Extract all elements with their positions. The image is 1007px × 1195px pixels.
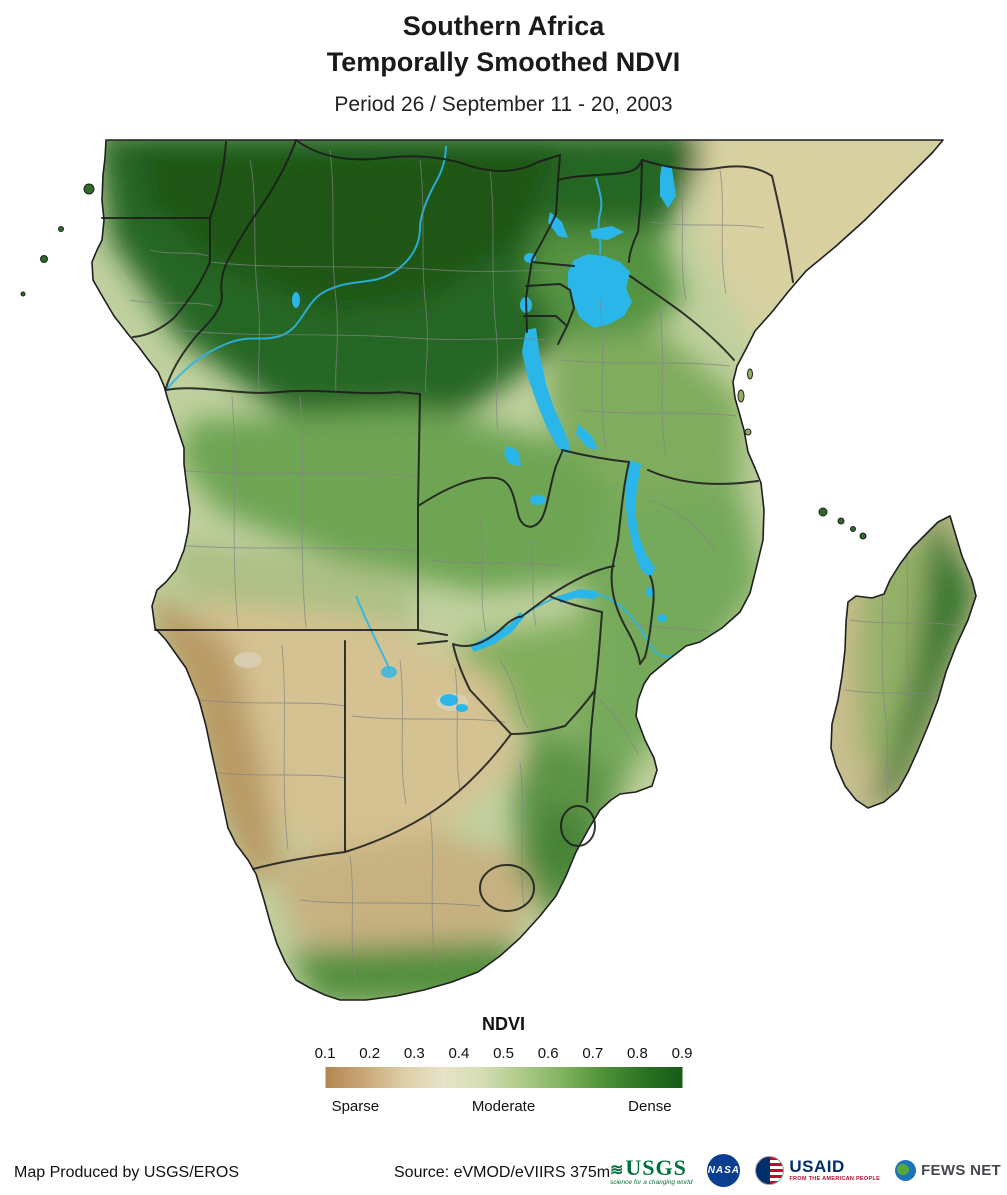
usgs-logo-text: USGS — [625, 1155, 687, 1180]
nasa-logo-text: NASA — [707, 1165, 741, 1176]
lake-victoria — [568, 254, 632, 328]
logo-strip: ≋ USGS science for a changing world NASA… — [610, 1154, 1001, 1187]
coastline — [91, 139, 977, 1001]
produced-by-text: Map Produced by USGS/EROS — [14, 1164, 239, 1181]
admin-boundaries — [129, 149, 961, 985]
border-eswatini — [560, 805, 596, 847]
ndvi-legend: NDVI 0.1 0.2 0.3 0.4 0.5 0.6 0.7 0.8 0.9… — [315, 1014, 693, 1118]
map-subtitle: Period 26 / September 11 - 20, 2003 — [334, 92, 673, 116]
legend-tick: 0.2 — [359, 1045, 381, 1062]
legend-tick: 0.6 — [537, 1045, 559, 1062]
legend-label-dense: Dense — [628, 1098, 672, 1115]
fewsnet-globe-icon — [895, 1160, 917, 1181]
usgs-logo: ≋ USGS science for a changing world — [610, 1155, 692, 1186]
usaid-logo-text: USAID — [789, 1157, 845, 1177]
ndvi-map-image — [0, 138, 1007, 1014]
fewsnet-logo-text: FEWS NET — [921, 1162, 1001, 1179]
nasa-meatball-icon: NASA — [707, 1154, 741, 1187]
nasa-logo: NASA — [707, 1154, 741, 1187]
fewsnet-logo: FEWS NET — [895, 1160, 1001, 1181]
legend-density-row: Sparse Moderate Dense — [325, 1098, 682, 1118]
map-title-line1: Southern Africa — [402, 11, 605, 41]
source-text: Source: eVMOD/eVIIRS 375m — [394, 1164, 611, 1181]
legend-tick: 0.5 — [493, 1045, 514, 1062]
legend-tick: 0.7 — [582, 1045, 604, 1062]
legend-title: NDVI — [481, 1014, 525, 1034]
usgs-wave-icon: ≋ — [609, 1162, 624, 1179]
usaid-tagline: FROM THE AMERICAN PEOPLE — [789, 1176, 881, 1183]
legend-colorbar — [325, 1067, 682, 1088]
legend-tick: 0.3 — [403, 1045, 425, 1062]
legend-tick: 0.9 — [671, 1045, 693, 1062]
map-header: Southern Africa Temporally Smoothed NDVI… — [0, 8, 1007, 117]
islands — [20, 183, 867, 540]
ndvi-map-svg — [0, 138, 1007, 1014]
map-footer: Map Produced by USGS/EROS Source: eVMOD/… — [0, 1152, 1007, 1195]
usaid-seal-icon — [755, 1156, 785, 1185]
usaid-logo: USAID FROM THE AMERICAN PEOPLE — [755, 1156, 880, 1185]
map-title-line2: Temporally Smoothed NDVI — [326, 47, 681, 78]
legend-tick: 0.1 — [314, 1045, 336, 1062]
legend-label-moderate: Moderate — [471, 1098, 536, 1115]
madagascar-coastline — [830, 515, 977, 809]
map-title: Southern Africa Temporally Smoothed NDVI — [0, 8, 1007, 81]
legend-tick: 0.8 — [626, 1045, 648, 1062]
usgs-tagline: science for a changing world — [609, 1179, 693, 1186]
border-lesotho — [479, 864, 535, 912]
legend-tick: 0.4 — [448, 1045, 470, 1062]
lake-tanganyika — [522, 328, 570, 454]
country-borders — [101, 139, 794, 912]
legend-label-sparse: Sparse — [331, 1098, 380, 1115]
legend-tick-row: 0.1 0.2 0.3 0.4 0.5 0.6 0.7 0.8 0.9 — [315, 1045, 693, 1063]
lake-malawi — [625, 460, 655, 578]
